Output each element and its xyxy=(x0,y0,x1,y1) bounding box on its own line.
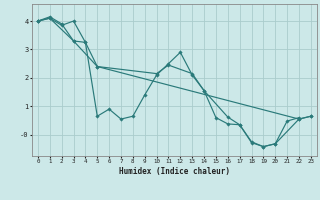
X-axis label: Humidex (Indice chaleur): Humidex (Indice chaleur) xyxy=(119,167,230,176)
